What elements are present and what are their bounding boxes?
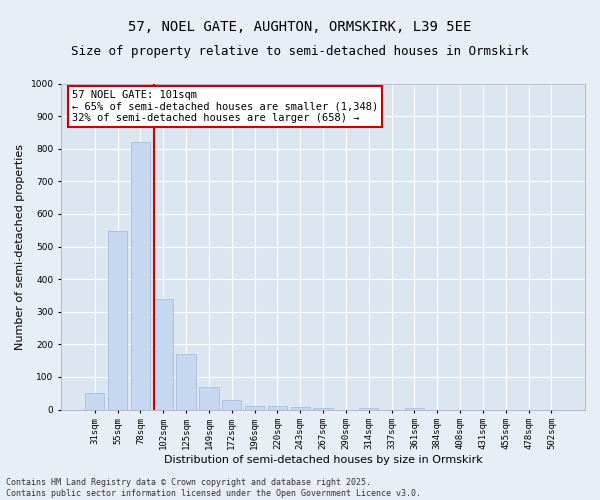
Bar (131, 142, 150, 409)
Text: Contains HM Land Registry data © Crown copyright and database right 2025.
Contai: Contains HM Land Registry data © Crown c… (6, 478, 421, 498)
Bar (85, 392, 104, 409)
Text: 57 NOEL GATE: 101sqm
← 65% of semi-detached houses are smaller (1,348)
32% of se: 57 NOEL GATE: 101sqm ← 65% of semi-detac… (71, 90, 378, 123)
Bar (359, 408, 379, 410)
Bar (405, 408, 424, 410)
Bar (199, 388, 218, 409)
Y-axis label: Number of semi-detached properties: Number of semi-detached properties (15, 144, 25, 350)
Bar (108, 231, 127, 410)
Bar (154, 300, 173, 410)
Bar (290, 408, 310, 410)
Bar (268, 406, 287, 409)
Text: 57, NOEL GATE, AUGHTON, ORMSKIRK, L39 5EE: 57, NOEL GATE, AUGHTON, ORMSKIRK, L39 5E… (128, 20, 472, 34)
Bar (176, 354, 196, 410)
Bar (222, 400, 241, 409)
Text: Size of property relative to semi-detached houses in Ormskirk: Size of property relative to semi-detach… (71, 45, 529, 58)
Bar (313, 408, 333, 410)
Bar (245, 406, 264, 409)
X-axis label: Distribution of semi-detached houses by size in Ormskirk: Distribution of semi-detached houses by … (164, 455, 482, 465)
